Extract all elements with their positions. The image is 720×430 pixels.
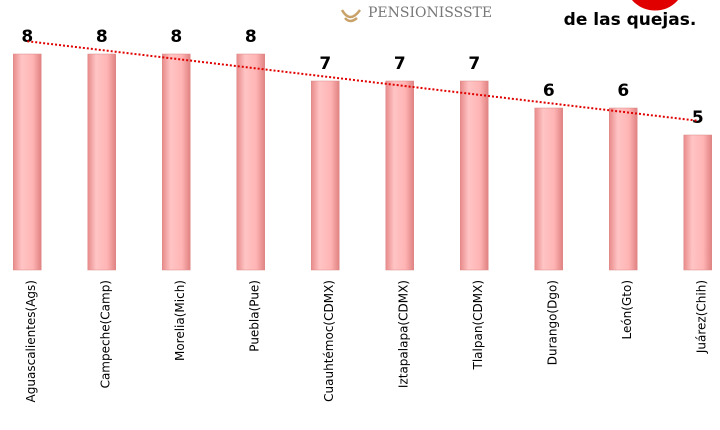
logo: PENSIONISSSTE: [340, 5, 492, 23]
bar: [683, 134, 712, 271]
value-label: 6: [617, 81, 629, 101]
bar: [311, 80, 340, 271]
bar: [87, 53, 116, 271]
x-tick-label: Campeche(Camp): [98, 280, 112, 388]
x-tick-label: Iztapalapa(CDMX): [396, 280, 410, 388]
value-label: 8: [96, 27, 108, 47]
x-tick-label: Puebla(Pue): [247, 280, 261, 352]
bar: [534, 107, 563, 271]
value-label: 6: [543, 81, 555, 101]
x-tick-label: Aguascalientes(Ags): [24, 280, 38, 402]
x-tick-label: Cuauhtémoc(CDMX): [322, 280, 336, 402]
logo-text: PENSIONISSSTE: [368, 5, 492, 21]
x-tick-label: Morelia(Mich): [173, 280, 187, 361]
bar: [162, 53, 191, 271]
x-tick-label: Durango(Dgo): [545, 280, 559, 365]
x-tick-label: Tlalpan(CDMX): [471, 280, 485, 370]
value-label: 7: [319, 54, 331, 74]
bar: [609, 107, 638, 271]
note: de las quejas.: [564, 10, 697, 30]
bar: [385, 80, 414, 271]
value-label: 8: [170, 27, 182, 47]
bar: [460, 80, 489, 271]
bar: [13, 53, 42, 271]
x-tick-label: Juárez(Chih): [694, 280, 708, 354]
trendline: [27, 40, 698, 122]
value-label: 7: [394, 54, 406, 74]
value-label: 5: [692, 108, 704, 128]
value-label: 7: [468, 54, 480, 74]
badge: [628, 0, 682, 14]
bar: [236, 53, 265, 271]
value-label: 8: [245, 27, 257, 47]
value-label: 8: [21, 27, 33, 47]
x-tick-label: León(Gto): [620, 280, 634, 340]
